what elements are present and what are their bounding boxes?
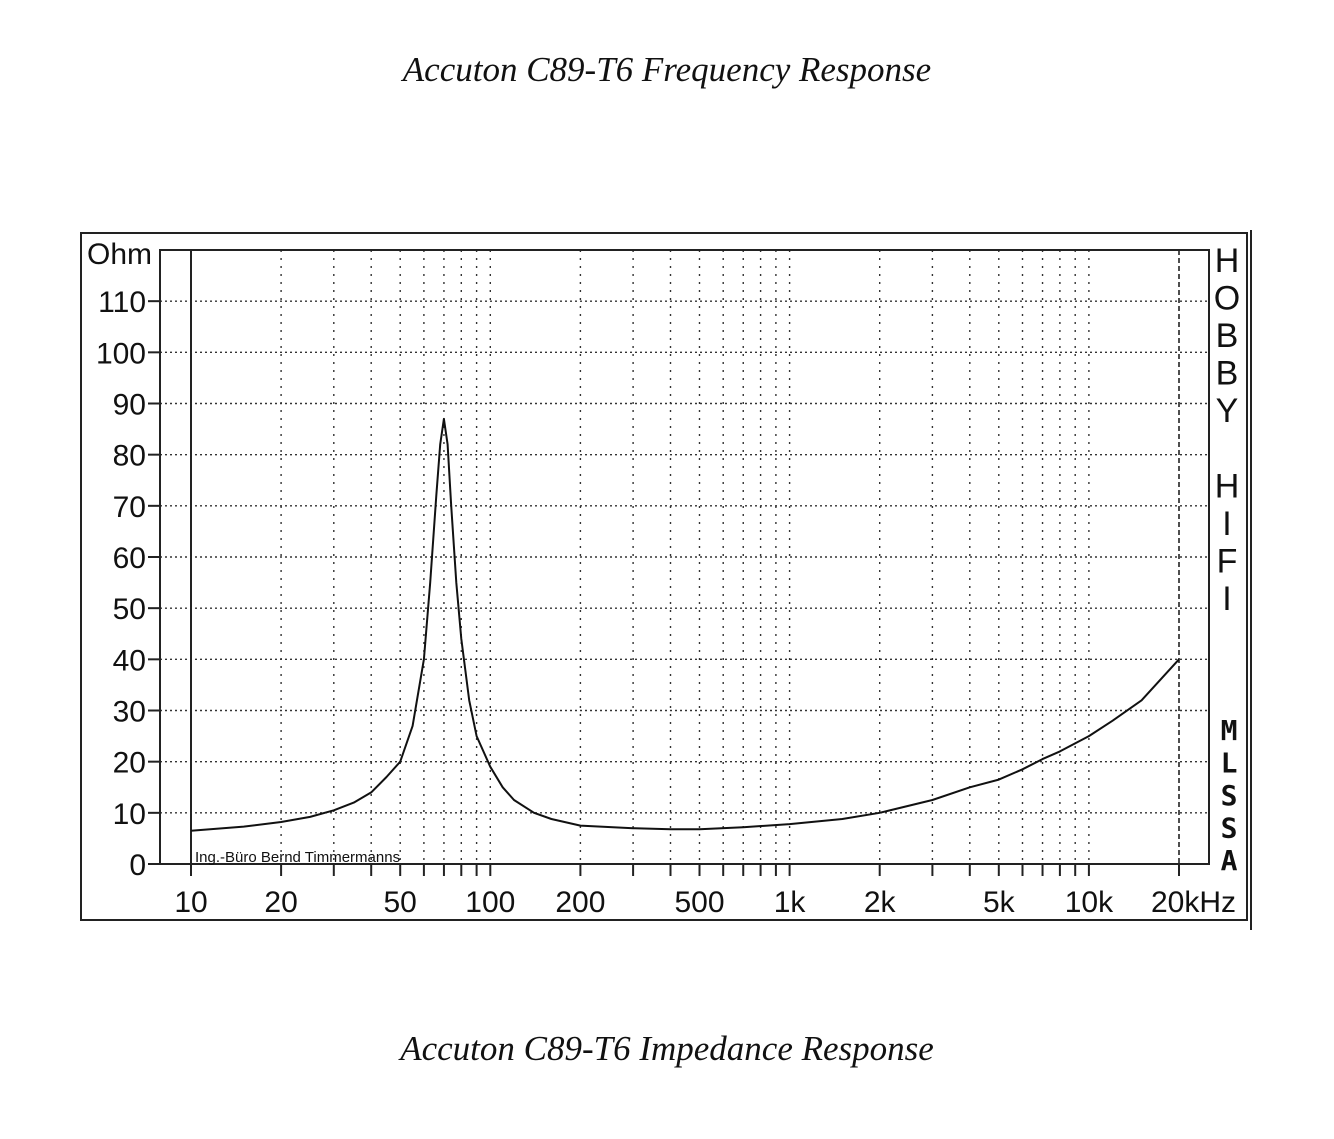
y-tick-label: 20	[113, 747, 146, 780]
y-axis-label: Ohm	[87, 238, 152, 271]
axis-labels: 0 10 20 30 40 50 60 70 80 90 100 110 10 20 50 100 200 500…	[96, 286, 1236, 919]
axis-ticks	[148, 300, 1180, 876]
y-tick-label: 110	[98, 286, 146, 319]
y-tick-label: 90	[113, 389, 146, 422]
credit-text: Ing.-Büro Bernd Timmermanns	[195, 849, 400, 866]
x-tick-label: 50	[384, 886, 417, 919]
side-letter: I	[1222, 580, 1231, 618]
mlssa-letter: S	[1221, 812, 1238, 845]
grid-lines	[160, 250, 1209, 864]
side-letter: B	[1216, 355, 1239, 393]
side-letter: Y	[1216, 392, 1239, 430]
y-tick-label: 40	[113, 644, 146, 677]
impedance-series	[190, 417, 1180, 832]
x-tick-label: 1k	[774, 886, 807, 919]
y-tick-label: 60	[113, 542, 146, 575]
y-tick-label: 70	[113, 491, 146, 524]
y-tick-label: 100	[96, 337, 146, 370]
side-letter: O	[1214, 280, 1240, 318]
x-tick-label: 5k	[983, 886, 1016, 919]
mlssa-letter: M	[1221, 714, 1238, 747]
x-tick-label: 2k	[864, 886, 897, 919]
y-tick-label: 30	[113, 696, 146, 729]
side-letter: H	[1215, 468, 1240, 506]
mlssa-letter: L	[1221, 747, 1238, 780]
x-tick-label: 100	[465, 886, 515, 919]
mlssa-letter: S	[1221, 779, 1238, 812]
mlssa-letter: A	[1221, 844, 1238, 877]
y-tick-label: 0	[129, 849, 146, 882]
impedance-curve	[190, 417, 1180, 832]
side-letter: B	[1216, 317, 1239, 355]
chart-frame	[80, 232, 1248, 921]
side-letter: F	[1217, 543, 1238, 581]
x-tick-label: 20kHz	[1151, 886, 1236, 919]
side-letter: I	[1222, 505, 1231, 543]
x-tick-label: 10k	[1065, 886, 1114, 919]
y-tick-label: 10	[113, 798, 146, 831]
side-letter: H	[1215, 242, 1240, 280]
y-tick-label: 80	[113, 440, 146, 473]
frequency-response-caption: Accuton C89-T6 Frequency Response	[402, 50, 932, 89]
y-tick-label: 50	[113, 593, 146, 626]
impedance-response-caption: Accuton C89-T6 Impedance Response	[400, 1029, 934, 1068]
x-tick-label: 20	[264, 886, 297, 919]
x-tick-label: 10	[174, 886, 207, 919]
x-tick-label: 500	[674, 886, 724, 919]
x-tick-label: 200	[555, 886, 605, 919]
